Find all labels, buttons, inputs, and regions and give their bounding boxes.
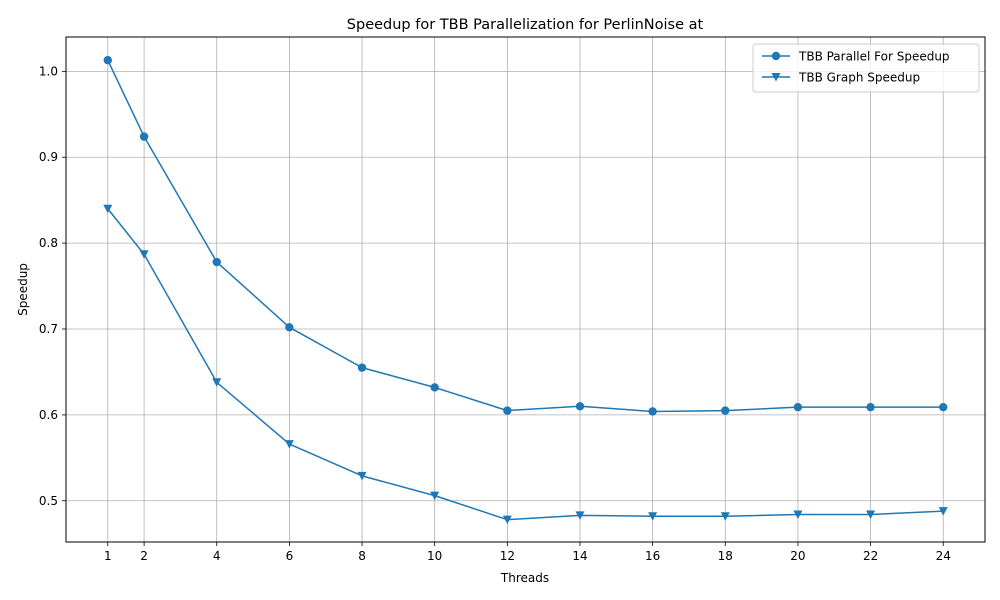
x-tick-label: 20: [790, 549, 805, 563]
data-point-graph: [720, 512, 730, 521]
data-point-parallel-for: [430, 383, 439, 392]
data-point-parallel-for: [139, 132, 149, 141]
legend-marker-parallel-for: [771, 51, 781, 61]
chart-title: Speedup for TBB Parallelization for Perl…: [347, 17, 704, 33]
y-tick-label: 0.8: [39, 236, 58, 250]
data-point-graph: [430, 491, 440, 501]
series-parallel-for: [103, 55, 948, 416]
x-tick-label: 6: [286, 549, 294, 563]
x-tick-label: 12: [500, 549, 515, 563]
x-tick-label: 14: [572, 549, 587, 563]
data-point-parallel-for: [285, 323, 294, 332]
y-tick-label: 0.5: [39, 494, 58, 508]
data-point-graph: [648, 512, 658, 521]
x-axis: 1 2 4 6 8 10 12 14 16 18 20 22 24: [104, 542, 951, 563]
legend-label-parallel-for: TBB Parallel For Speedup: [798, 50, 950, 64]
data-point-graph: [284, 440, 294, 449]
data-point-parallel-for: [866, 402, 875, 412]
legend-box: [752, 43, 980, 93]
data-point-parallel-for: [103, 55, 112, 65]
data-point-graph: [139, 250, 149, 259]
data-point-graph: [357, 471, 367, 481]
data-point-graph: [103, 204, 113, 214]
x-tick-label: 22: [863, 549, 878, 563]
data-point-parallel-for: [721, 406, 730, 415]
plot-frame: [65, 36, 986, 543]
x-tick-label: 10: [427, 549, 442, 563]
x-tick-label: 2: [140, 549, 148, 563]
data-point-graph: [793, 510, 803, 520]
y-tick-label: 0.7: [39, 322, 58, 336]
data-point-parallel-for: [503, 406, 512, 415]
data-point-parallel-for: [648, 407, 657, 416]
legend-label-graph: TBB Graph Speedup: [798, 71, 920, 85]
data-point-parallel-for: [357, 363, 367, 372]
x-tick-label: 16: [645, 549, 660, 563]
legend-marker-graph: [771, 73, 781, 82]
legend: TBB Parallel For Speedup TBB Graph Speed…: [752, 43, 980, 93]
x-tick-label: 8: [358, 549, 366, 563]
x-tick-label: 18: [718, 549, 733, 563]
y-axis-title: Speedup: [16, 263, 30, 316]
data-point-graph: [866, 510, 876, 520]
y-tick-label: 1.0: [39, 64, 58, 78]
data-point-parallel-for: [575, 402, 585, 411]
y-axis: 0.5 0.6 0.7 0.8 0.9 1.0: [39, 64, 66, 508]
x-tick-label: 4: [213, 549, 221, 563]
x-axis-title: Threads: [500, 571, 549, 585]
data-point-graph: [212, 378, 222, 387]
x-tick-label: 24: [936, 549, 951, 563]
data-point-parallel-for: [212, 257, 221, 267]
y-tick-label: 0.9: [39, 150, 58, 164]
series-layer: [103, 55, 948, 525]
data-point-graph: [938, 507, 948, 516]
x-tick-label: 1: [104, 549, 112, 563]
series-graph: [103, 204, 948, 525]
data-point-parallel-for: [939, 402, 948, 412]
data-point-graph: [575, 511, 585, 520]
data-point-parallel-for: [793, 402, 803, 412]
data-point-graph: [502, 515, 512, 525]
y-tick-label: 0.6: [39, 408, 58, 422]
